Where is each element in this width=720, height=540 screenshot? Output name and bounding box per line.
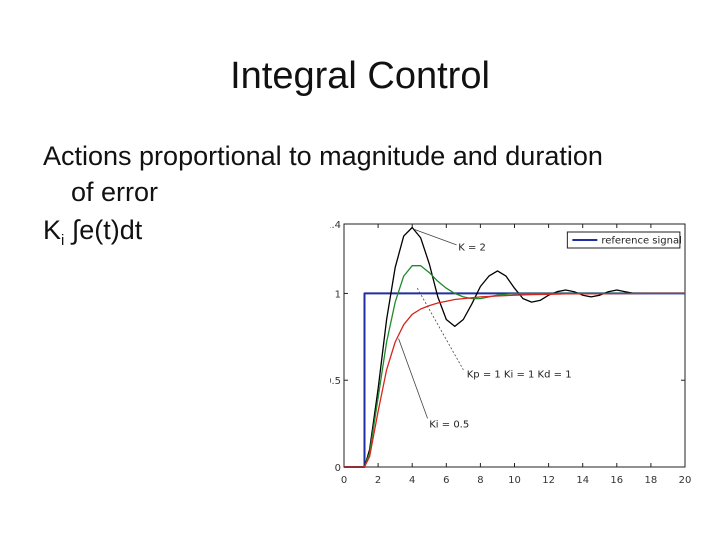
x-tick-label: 8 (477, 475, 483, 486)
formula-k: K (43, 215, 62, 245)
x-tick-label: 18 (645, 475, 658, 486)
integral-formula: Ki ∫e(t)dt (43, 212, 142, 253)
x-tick-label: 4 (409, 475, 415, 486)
y-tick-label: 1.4 (330, 220, 341, 231)
x-tick-label: 12 (542, 475, 555, 486)
bullet-line-2: of error (71, 177, 159, 207)
pid-line (344, 265, 685, 468)
y-tick-label: 1 (335, 289, 341, 300)
x-tick-label: 20 (679, 475, 692, 486)
x-tick-label: 0 (341, 475, 347, 486)
annotation-leader (398, 338, 428, 419)
annotation-leader (416, 288, 464, 370)
x-tick-label: 2 (375, 475, 381, 486)
bullet-line-1: Actions proportional to magnitude and du… (43, 141, 603, 171)
annotation-k2: K = 2 (458, 243, 486, 254)
bullet-text: Actions proportional to magnitude and du… (43, 138, 683, 210)
step-response-chart: 0 2 4 6 8 10 12 14 16 18 20 0 0.5 1 1.4 reference signa… (330, 220, 691, 486)
legend-box (566, 231, 681, 249)
x-tick-label: 10 (508, 475, 521, 486)
axes-box (343, 223, 686, 468)
slide-title: Integral Control (230, 55, 490, 97)
x-tick-label: 14 (576, 475, 589, 486)
x-tick-label: 16 (610, 475, 623, 486)
annotation-leader (413, 228, 457, 246)
formula-subscript: i (61, 232, 65, 249)
annotation-pid: Kp = 1 Ki = 1 Kd = 1 (467, 369, 572, 380)
ki-line (344, 292, 685, 468)
annotation-ki: Ki = 0.5 (429, 420, 469, 431)
plot-area: 0 2 4 6 8 10 12 14 16 18 20 0 0.5 1 1.4 reference signa… (330, 220, 691, 486)
k2-line (344, 226, 685, 468)
formula-integral: ∫e(t)dt (64, 215, 143, 245)
y-tick-label: 0.5 (330, 376, 341, 387)
legend-label: reference signal (601, 236, 682, 247)
x-tick-label: 6 (443, 475, 449, 486)
y-tick-label: 0 (335, 463, 341, 474)
